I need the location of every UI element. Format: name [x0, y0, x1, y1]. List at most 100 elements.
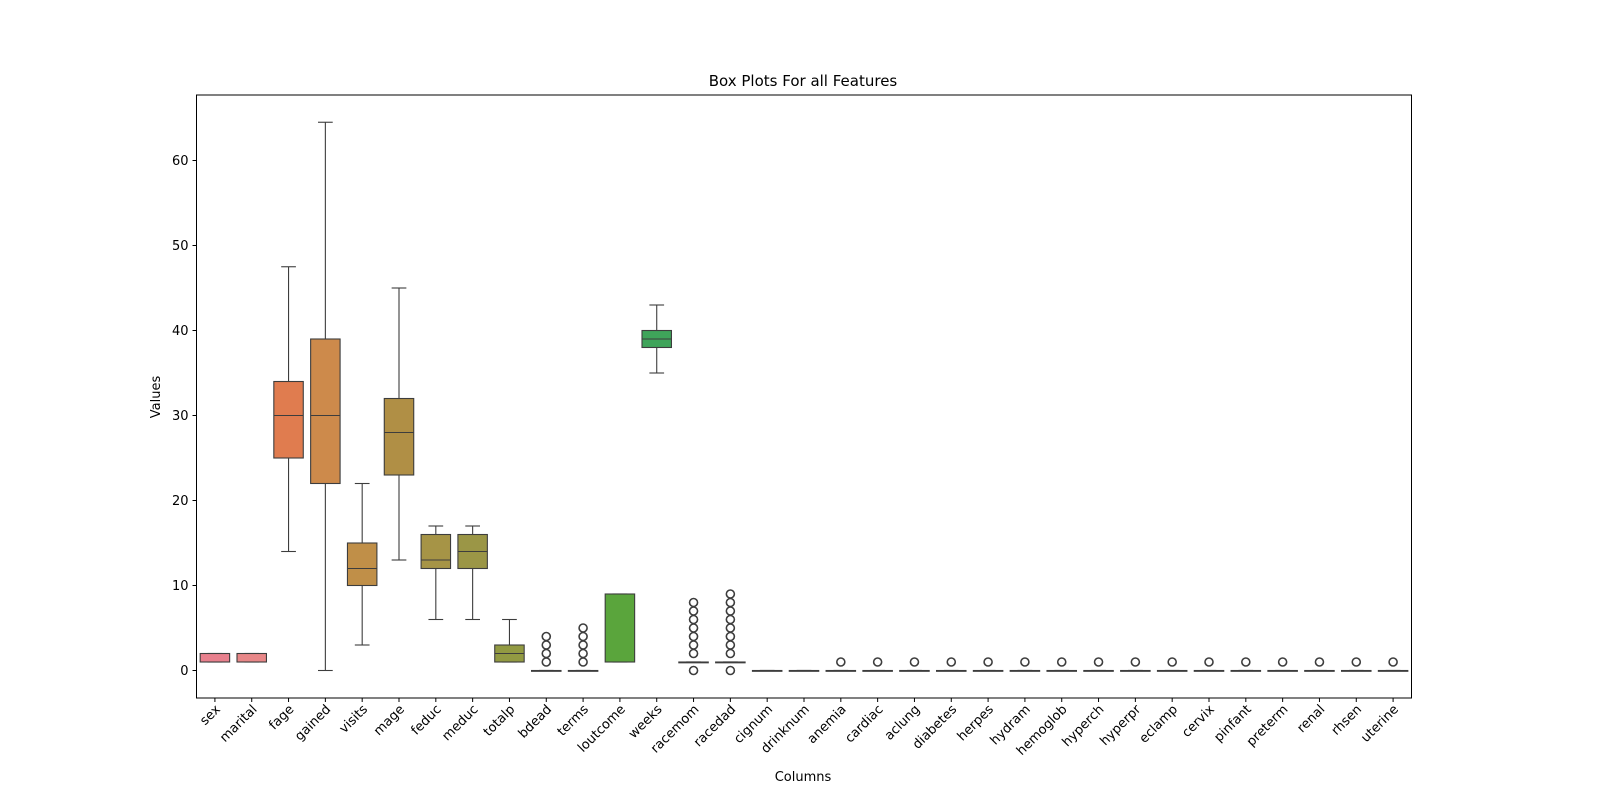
outlier-point	[541, 631, 552, 642]
outlier-point	[1167, 657, 1177, 667]
outlier-point	[1020, 657, 1030, 667]
box-herpes	[972, 657, 1004, 672]
outlier-point	[725, 640, 736, 650]
plot-frame	[196, 94, 1412, 699]
x-tick-label: eclamp	[1137, 702, 1181, 746]
x-axis-label: Columns	[775, 770, 832, 785]
outlier-point	[1314, 657, 1325, 667]
box-cervix	[1193, 657, 1225, 672]
outlier-point	[688, 648, 699, 659]
box-uterine	[1377, 657, 1409, 672]
outlier-point	[725, 631, 736, 642]
outlier-point	[688, 665, 699, 676]
outlier-point	[725, 665, 736, 676]
x-tick-label: visits	[337, 702, 371, 736]
outlier-point	[1204, 657, 1214, 667]
box-iqr	[199, 652, 231, 663]
box-racemom	[678, 597, 709, 676]
box-loutcome	[604, 593, 636, 663]
box-hyperch	[1083, 657, 1114, 672]
outlier-point	[688, 614, 699, 625]
box-feduc	[420, 525, 452, 621]
outlier-point	[1241, 657, 1251, 667]
plot-content	[199, 121, 1409, 676]
outlier-point	[725, 606, 736, 616]
box-iqr	[420, 533, 452, 570]
box-bdead	[530, 631, 562, 672]
outlier-point	[725, 648, 736, 659]
box-rhsen	[1340, 657, 1372, 672]
box-racedad	[715, 589, 746, 676]
y-tick-label: 0	[180, 664, 188, 679]
outlier-point	[725, 597, 736, 608]
outlier-point	[946, 657, 957, 667]
outlier-point	[1056, 657, 1067, 667]
box-gained	[310, 121, 341, 672]
outlier-point	[578, 648, 588, 659]
outlier-point	[688, 606, 699, 616]
y-tick-label: 10	[172, 579, 189, 594]
y-tick-label: 50	[172, 239, 189, 254]
outlier-point	[688, 623, 699, 633]
outlier-point	[688, 631, 699, 642]
x-tick-label: sex	[197, 702, 224, 729]
box-meduc	[457, 525, 488, 621]
box-hydram	[1009, 657, 1041, 672]
box-anemia	[825, 657, 857, 672]
outlier-point	[1093, 657, 1104, 667]
box-eclamp	[1156, 657, 1188, 672]
box-visits	[346, 482, 378, 646]
outlier-point	[688, 640, 699, 650]
outlier-point	[541, 657, 552, 667]
outlier-point	[872, 657, 883, 667]
outlier-point	[541, 648, 552, 659]
outlier-point	[1388, 657, 1398, 667]
outlier-point	[1351, 657, 1362, 667]
x-tick-label: bdead	[516, 702, 555, 741]
outlier-point	[909, 657, 920, 667]
x-tick-label: meduc	[440, 702, 482, 744]
outlier-point	[578, 623, 588, 633]
box-aclung	[899, 657, 930, 672]
box-cardiac	[862, 657, 893, 672]
x-tick-label: mage	[371, 702, 408, 739]
y-axis: 0 10 20 30 40 50 60	[172, 154, 197, 679]
box-iqr	[236, 652, 268, 663]
x-tick-label: marital	[217, 702, 260, 745]
box-drinknum	[788, 669, 820, 672]
box-diabetes	[935, 657, 967, 672]
box-totalp	[494, 618, 525, 663]
box-iqr	[346, 542, 378, 587]
y-tick-label: 60	[172, 154, 189, 169]
outlier-point	[688, 597, 699, 608]
box-fage	[273, 266, 304, 553]
x-tick-label: cardiac	[842, 702, 886, 746]
box-iqr	[604, 593, 636, 663]
outlier-point	[1130, 657, 1141, 667]
y-axis-label: Values	[149, 376, 164, 419]
outlier-point	[578, 640, 588, 650]
outlier-point	[578, 657, 588, 667]
box-hemoglob	[1046, 657, 1078, 672]
x-tick-label: anemia	[805, 702, 850, 747]
x-tick-label: hyperpr	[1097, 702, 1144, 749]
box-iqr	[273, 380, 304, 459]
x-tick-label: renal	[1294, 702, 1328, 736]
x-tick-label: fage	[266, 702, 297, 733]
y-tick-label: 30	[172, 409, 189, 424]
x-tick-label: gained	[292, 702, 334, 744]
y-tick-label: 20	[172, 494, 189, 509]
x-tick-label: uterine	[1358, 702, 1402, 746]
box-preterm	[1267, 657, 1298, 672]
outlier-point	[725, 589, 736, 599]
box-hyperpr	[1120, 657, 1151, 672]
box-mage	[383, 287, 415, 561]
box-iqr	[383, 397, 415, 476]
box-sex	[199, 652, 231, 663]
outlier-point	[983, 657, 993, 667]
outlier-point	[578, 631, 588, 642]
outlier-point	[541, 640, 552, 650]
box-marital	[236, 652, 268, 663]
